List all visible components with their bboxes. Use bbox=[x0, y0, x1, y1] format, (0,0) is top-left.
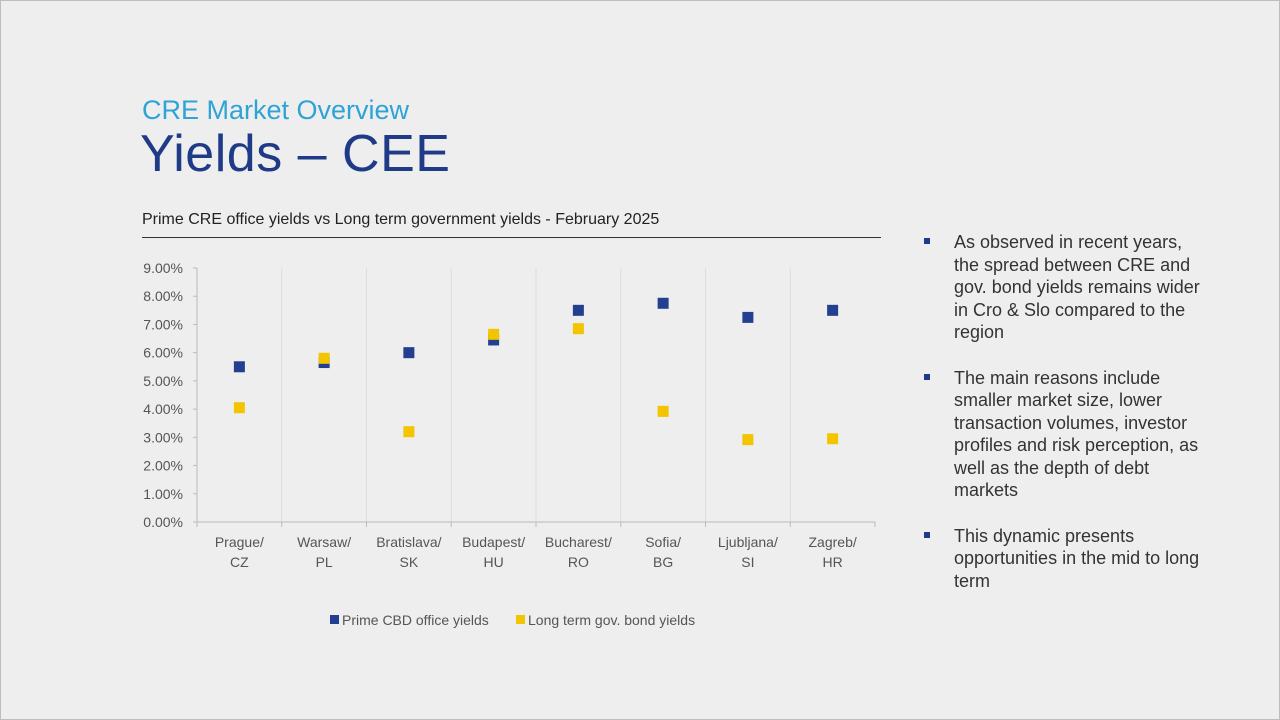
bond-yield-point bbox=[742, 434, 754, 446]
y-tick-label: 7.00% bbox=[143, 316, 183, 332]
legend-bond-swatch bbox=[516, 615, 525, 624]
x-category-label: SK bbox=[400, 554, 419, 570]
x-category-label: CZ bbox=[230, 554, 249, 570]
bond-yield-point bbox=[233, 402, 245, 414]
bond-yield-point bbox=[403, 426, 415, 438]
bond-yield-point bbox=[318, 352, 330, 364]
prime-yield-point bbox=[403, 347, 415, 359]
bond-yield-point bbox=[827, 433, 839, 445]
bullet-text: As observed in recent years, the spread … bbox=[954, 232, 1200, 342]
y-tick-label: 2.00% bbox=[143, 458, 183, 474]
bullet-text: This dynamic presents opportunities in t… bbox=[954, 525, 1200, 591]
x-category-label: RO bbox=[568, 554, 589, 570]
bond-yield-point bbox=[572, 323, 584, 335]
bullet-item: As observed in recent years, the spread … bbox=[920, 231, 1200, 344]
slide-kicker: CRE Market Overview bbox=[142, 95, 410, 125]
legend-prime-swatch bbox=[330, 615, 339, 624]
x-category-label: Ljubljana/ bbox=[718, 534, 778, 550]
y-tick-label: 6.00% bbox=[143, 345, 183, 361]
y-tick-label: 8.00% bbox=[143, 288, 183, 304]
x-category-label: Sofia/ bbox=[645, 534, 681, 550]
x-category-label: Bucharest/ bbox=[545, 534, 612, 550]
prime-yield-point bbox=[827, 304, 839, 316]
square-bullet-icon bbox=[924, 373, 930, 380]
x-category-label: BG bbox=[653, 554, 673, 570]
insight-bullets: As observed in recent years, the spread … bbox=[920, 231, 1200, 615]
bond-yield-point bbox=[657, 405, 669, 417]
y-tick-label: 9.00% bbox=[143, 260, 183, 276]
y-tick-label: 0.00% bbox=[143, 514, 183, 530]
y-tick-label: 3.00% bbox=[143, 429, 183, 445]
x-category-label: Budapest/ bbox=[462, 534, 525, 550]
x-category-label: HU bbox=[484, 554, 504, 570]
prime-yield-point bbox=[572, 304, 584, 316]
prime-yield-point bbox=[233, 361, 245, 373]
y-tick-label: 4.00% bbox=[143, 401, 183, 417]
y-tick-label: 5.00% bbox=[143, 373, 183, 389]
bullet-item: The main reasons include smaller market … bbox=[920, 367, 1200, 502]
slide-title: Yields – CEE bbox=[140, 125, 451, 183]
chart-heading: Prime CRE office yields vs Long term gov… bbox=[142, 211, 660, 228]
legend-label: Long term gov. bond yields bbox=[528, 612, 695, 628]
x-category-label: SI bbox=[741, 554, 754, 570]
square-bullet-icon bbox=[924, 531, 930, 538]
bond-yield-point bbox=[488, 328, 500, 340]
x-category-label: HR bbox=[823, 554, 843, 570]
legend-label: Prime CBD office yields bbox=[342, 612, 489, 628]
x-category-label: Bratislava/ bbox=[376, 534, 441, 550]
x-category-label: Prague/ bbox=[215, 534, 264, 550]
x-category-label: Zagreb/ bbox=[809, 534, 857, 550]
prime-yield-point bbox=[488, 334, 500, 346]
bullet-text: The main reasons include smaller market … bbox=[954, 367, 1199, 501]
x-category-label: Warsaw/ bbox=[297, 534, 351, 550]
y-tick-label: 1.00% bbox=[143, 486, 183, 502]
heading-underline bbox=[142, 237, 881, 238]
square-bullet-icon bbox=[924, 238, 930, 244]
x-category-label: PL bbox=[316, 554, 333, 570]
bullet-item: This dynamic presents opportunities in t… bbox=[920, 525, 1200, 593]
prime-yield-point bbox=[657, 297, 669, 309]
prime-yield-point bbox=[742, 311, 754, 323]
